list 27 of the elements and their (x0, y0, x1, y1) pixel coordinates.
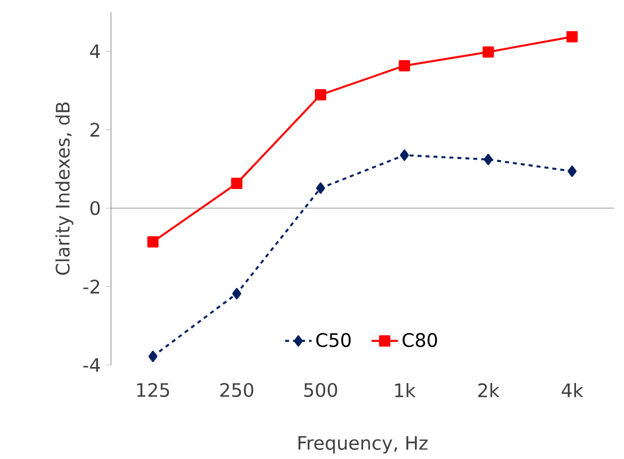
x-axis-title: Frequency, Hz (298, 436, 428, 454)
point (314, 89, 326, 100)
point (232, 288, 242, 300)
point (231, 178, 242, 190)
y-tick-label: 4 (90, 44, 100, 58)
point (316, 182, 326, 194)
point (568, 166, 577, 177)
point (400, 150, 409, 161)
y-tick-label: 0 (90, 201, 100, 216)
point (148, 350, 158, 362)
y-tick-label: -2 (83, 280, 100, 294)
x-tick-label: 500 (304, 382, 338, 398)
legend-label: C80 (402, 333, 437, 348)
y-tick-label: -4 (83, 358, 100, 372)
point (482, 46, 494, 58)
legend-label: C50 (316, 333, 351, 348)
point (147, 236, 159, 248)
y-axis-title: Clarity Indexes, dB (55, 102, 74, 275)
y-tick-label: 2 (90, 122, 100, 137)
x-tick-label: 125 (137, 382, 170, 398)
x-tick-label: 4k (562, 382, 584, 398)
point (484, 154, 493, 166)
x-tick-label: 1k (395, 382, 416, 398)
point (398, 60, 410, 72)
point (566, 31, 578, 42)
x-tick-label: 250 (220, 382, 254, 398)
x-tick-label: 2k (478, 382, 500, 398)
